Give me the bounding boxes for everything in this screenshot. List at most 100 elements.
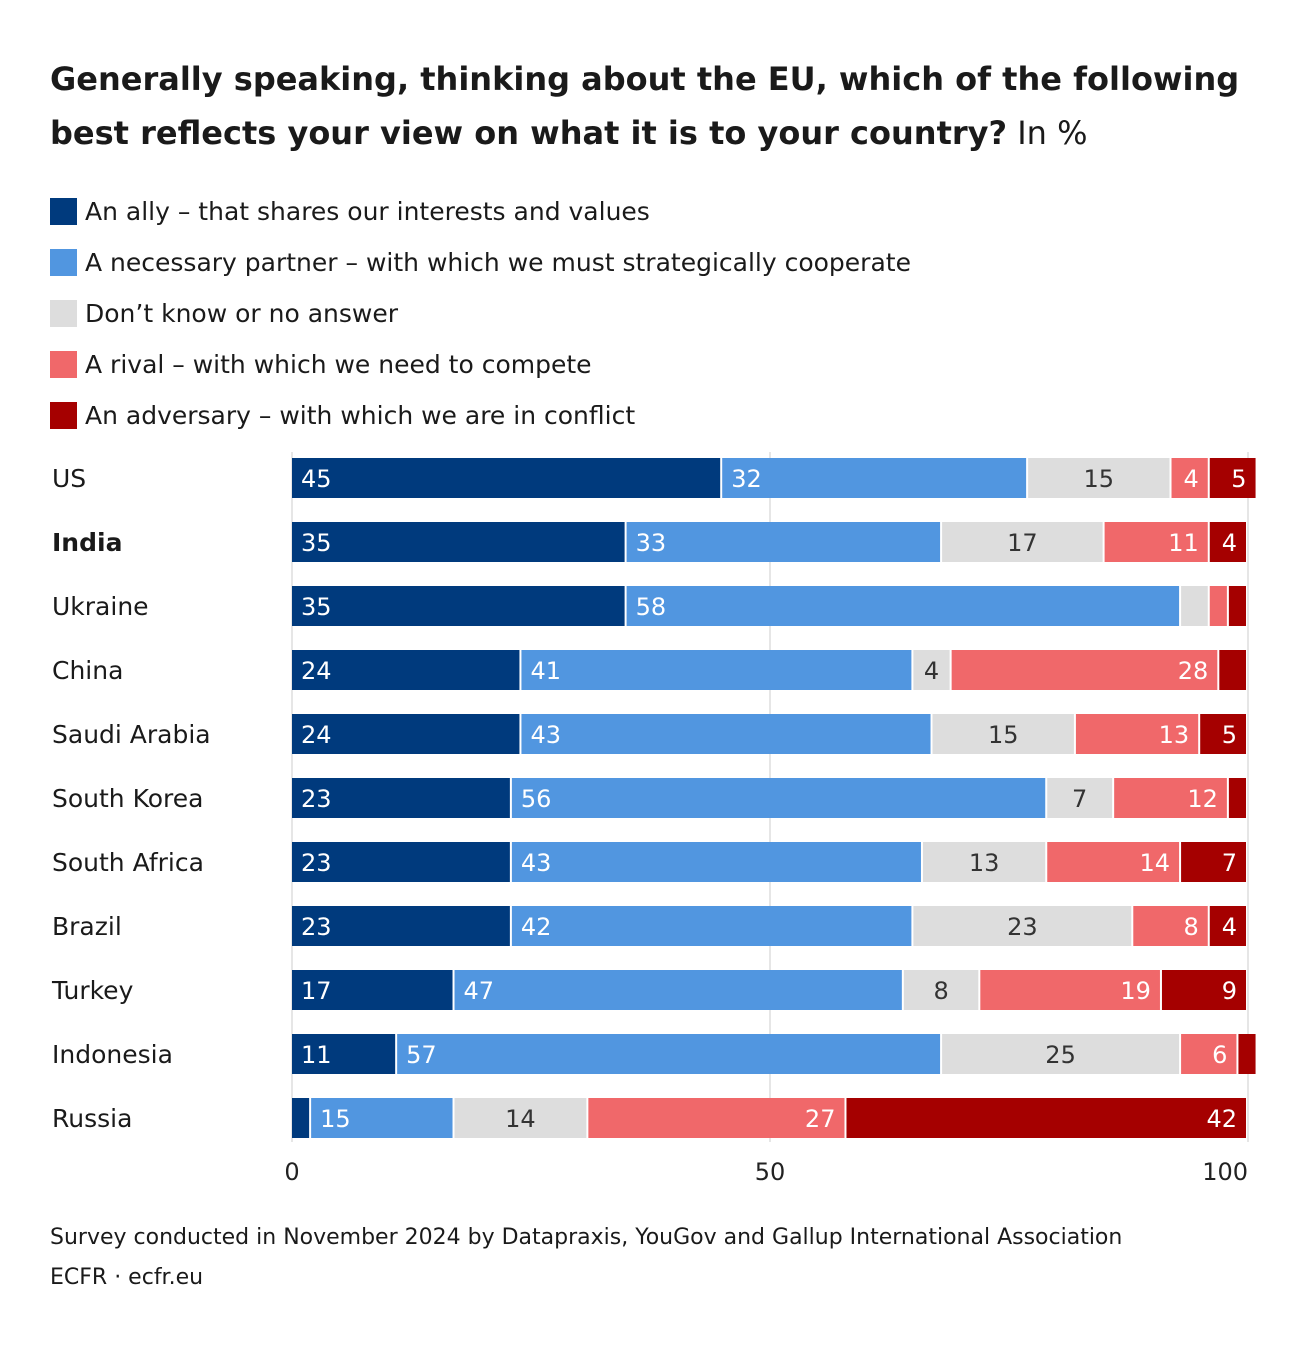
legend-label: An ally – that shares our interests and … [85, 197, 650, 226]
data-label: 56 [521, 785, 552, 813]
data-label: 32 [731, 465, 762, 493]
bar-segment [1219, 650, 1246, 690]
category-label: Ukraine [52, 592, 149, 621]
bar-segment [626, 586, 1180, 626]
bar-segment [1181, 842, 1246, 882]
bar-segment [292, 906, 510, 946]
bar-segment [1171, 458, 1208, 498]
legend-swatch [50, 249, 77, 276]
bar-segment [913, 906, 1132, 946]
data-label: 8 [1183, 913, 1198, 941]
bar-segment [1209, 906, 1246, 946]
legend: An ally – that shares our interests and … [50, 186, 911, 441]
data-label: 4 [924, 657, 939, 685]
bar-segment [1228, 586, 1246, 626]
category-label: Saudi Arabia [52, 720, 211, 749]
legend-swatch [50, 300, 77, 327]
bar-segment [1104, 522, 1208, 562]
data-label: 43 [521, 849, 552, 877]
x-tick-label: 50 [755, 1158, 786, 1186]
data-label: 35 [301, 529, 332, 557]
legend-swatch [50, 402, 77, 429]
legend-item: An adversary – with which we are in conf… [50, 390, 911, 441]
bar-segment [311, 1098, 453, 1138]
data-label: 14 [1140, 849, 1171, 877]
bar-segment [1161, 970, 1246, 1010]
bar-segment [292, 970, 453, 1010]
bar-segment [1181, 586, 1208, 626]
legend-swatch [50, 351, 77, 378]
data-label: 27 [805, 1105, 836, 1133]
bar-segment [292, 458, 721, 498]
data-label: 9 [1222, 977, 1237, 1005]
data-label: 14 [505, 1105, 536, 1133]
data-label: 5 [1222, 721, 1237, 749]
bar-segment [397, 1034, 941, 1074]
data-label: 12 [1187, 785, 1218, 813]
bar-segment [913, 650, 950, 690]
category-label: US [52, 464, 86, 493]
bar-segment [1047, 842, 1180, 882]
bar-segment [292, 650, 520, 690]
bar-segment [511, 778, 1046, 818]
legend-label: A rival – with which we need to compete [85, 350, 592, 379]
bar-segment [922, 842, 1046, 882]
bar-segment [521, 650, 912, 690]
bar-segment [454, 970, 902, 1010]
category-label: Indonesia [52, 1040, 173, 1069]
data-label: 17 [301, 977, 332, 1005]
data-label: 23 [301, 785, 332, 813]
data-label: 58 [636, 593, 667, 621]
source-credit: ECFR · ecfr.eu [50, 1265, 204, 1290]
bar-segment [1114, 778, 1227, 818]
bar-segment [1028, 458, 1170, 498]
bar-segment [1047, 778, 1113, 818]
bar-segment [626, 522, 941, 562]
data-label: 24 [301, 657, 332, 685]
bar-segment [588, 1098, 845, 1138]
source-block: Survey conducted in November 2024 by Dat… [50, 1218, 1122, 1298]
bar-segment [511, 906, 912, 946]
data-label: 13 [1159, 721, 1190, 749]
data-label: 47 [464, 977, 495, 1005]
data-label: 23 [301, 849, 332, 877]
data-label: 45 [301, 465, 332, 493]
data-label: 33 [636, 529, 667, 557]
data-label: 23 [1007, 913, 1038, 941]
bar-segment [292, 522, 625, 562]
bar-segment [292, 1034, 396, 1074]
bar-segment [1209, 522, 1246, 562]
data-label: 11 [1168, 529, 1199, 557]
x-tick-label: 0 [284, 1158, 299, 1186]
bar-segment [932, 714, 1074, 754]
data-label: 57 [406, 1041, 437, 1069]
data-label: 28 [1178, 657, 1209, 685]
legend-item: An ally – that shares our interests and … [50, 186, 911, 237]
legend-item: A necessary partner – with which we must… [50, 237, 911, 288]
data-label: 4 [1183, 465, 1198, 493]
bar-segment [511, 842, 921, 882]
bar-segment [1075, 714, 1199, 754]
chart-title-unit: In % [1017, 114, 1088, 152]
category-label: India [52, 528, 122, 557]
category-label: Brazil [52, 912, 122, 941]
bar-segment [1181, 1034, 1237, 1074]
data-label: 42 [1206, 1105, 1237, 1133]
data-label: 25 [1045, 1041, 1076, 1069]
bar-segment [942, 1034, 1180, 1074]
chart-title-main: Generally speaking, thinking about the E… [50, 60, 1240, 152]
data-label: 11 [301, 1041, 332, 1069]
data-label: 24 [301, 721, 332, 749]
data-label: 43 [530, 721, 561, 749]
data-label: 15 [320, 1105, 351, 1133]
category-label: South Africa [52, 848, 204, 877]
legend-label: An adversary – with which we are in conf… [85, 401, 636, 430]
data-label: 41 [530, 657, 561, 685]
data-label: 17 [1007, 529, 1038, 557]
chart-title: Generally speaking, thinking about the E… [50, 52, 1250, 160]
bar-segment [454, 1098, 587, 1138]
data-label: 42 [521, 913, 552, 941]
data-label: 7 [1222, 849, 1237, 877]
bar-segment [846, 1098, 1246, 1138]
